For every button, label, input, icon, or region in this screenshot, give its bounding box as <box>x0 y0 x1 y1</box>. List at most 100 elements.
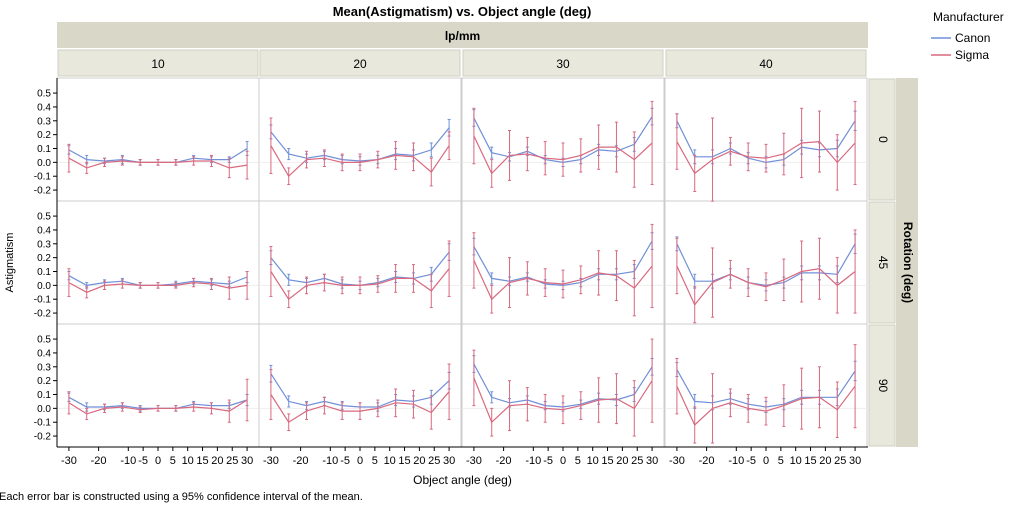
x-tick-label: 15 <box>804 455 816 467</box>
y-tick-label: -0.2 <box>34 186 52 197</box>
series-line-sigma <box>270 268 450 301</box>
x-tick-label: -5 <box>138 455 148 467</box>
y-tick-label: 0.2 <box>37 130 51 141</box>
panel-frame <box>56 77 260 202</box>
y-tick-label: 0.5 <box>37 335 51 346</box>
row-header <box>868 201 896 324</box>
x-tick-label: -10 <box>120 455 136 467</box>
y-tick-label: -0.2 <box>34 432 52 443</box>
x-tick-label: 0 <box>763 455 769 467</box>
y-tick-label: 0.0 <box>37 158 51 169</box>
x-tick-label: 5 <box>575 455 581 467</box>
row-header <box>868 324 896 447</box>
y-tick-label: 0.4 <box>37 102 51 113</box>
row-header <box>868 78 896 201</box>
y-tick-label: 0.3 <box>37 362 51 373</box>
row-header-label: 0 <box>876 136 890 143</box>
series-line-sigma <box>270 145 450 178</box>
x-tick-label: 0 <box>357 455 363 467</box>
y-tick-label: 0.1 <box>37 144 51 155</box>
column-header-label: 20 <box>353 57 367 71</box>
x-tick-label: -20 <box>699 455 715 467</box>
x-tick-label: -20 <box>496 455 512 467</box>
panel-frame <box>258 323 462 448</box>
y-tick-label: 0.1 <box>37 267 51 278</box>
footnote: Each error bar is constructed using a 95… <box>0 491 363 503</box>
panel-frame <box>56 323 260 448</box>
panel-frame <box>258 77 462 202</box>
y-tick-label: 0.2 <box>37 253 51 264</box>
legend-title: Manufacturer <box>933 10 1004 24</box>
x-tick-label: -10 <box>728 455 744 467</box>
column-header-label: 30 <box>556 57 570 71</box>
chart-title: Mean(Astigmatism) vs. Object angle (deg) <box>333 4 592 19</box>
x-tick-label: -30 <box>466 455 482 467</box>
x-tick-label: -30 <box>263 455 279 467</box>
y-tick-label: -0.1 <box>34 418 52 429</box>
panel-frame <box>461 323 665 448</box>
y-tick-label: -0.1 <box>34 172 52 183</box>
series-line-sigma <box>473 260 653 301</box>
panel-frame <box>258 200 462 325</box>
panel-frame <box>664 200 868 325</box>
x-tick-label: -5 <box>340 455 350 467</box>
y-tick-label: 0.2 <box>37 376 51 387</box>
column-header <box>259 49 461 77</box>
column-header-label: 40 <box>759 57 773 71</box>
x-tick-label: 0 <box>155 455 161 467</box>
row-header-label: 45 <box>876 256 890 270</box>
x-tick-label: 10 <box>384 455 396 467</box>
x-tick-label: 20 <box>616 455 628 467</box>
x-axis-label: Object angle (deg) <box>413 473 512 487</box>
y-axis-label: Astigmatism <box>4 233 16 293</box>
x-tick-label: 10 <box>790 455 802 467</box>
x-tick-label: 20 <box>413 455 425 467</box>
x-tick-label: -30 <box>669 455 685 467</box>
y-tick-label: -0.2 <box>34 309 52 320</box>
series-line-sigma <box>270 391 450 424</box>
column-group-header <box>57 22 868 48</box>
x-tick-label: -20 <box>91 455 107 467</box>
y-tick-label: 0.0 <box>37 281 51 292</box>
series-line-sigma <box>473 377 653 424</box>
x-tick-label: 25 <box>226 455 238 467</box>
x-tick-label: 15 <box>196 455 208 467</box>
x-tick-label: 5 <box>170 455 176 467</box>
row-group-header <box>896 78 918 447</box>
x-tick-label: 30 <box>443 455 455 467</box>
y-tick-label: 0.5 <box>37 89 51 100</box>
y-tick-label: 0.0 <box>37 404 51 415</box>
x-tick-label: -20 <box>293 455 309 467</box>
y-tick-label: 0.4 <box>37 348 51 359</box>
x-tick-label: 5 <box>778 455 784 467</box>
y-tick-label: 0.3 <box>37 116 51 127</box>
legend-label: Sigma <box>955 48 989 62</box>
panel-frame <box>664 77 868 202</box>
x-tick-label: 20 <box>211 455 223 467</box>
series-line-sigma <box>68 281 248 293</box>
panel-frame <box>461 77 665 202</box>
column-header <box>462 49 664 77</box>
x-tick-label: 25 <box>631 455 643 467</box>
x-tick-label: -30 <box>61 455 77 467</box>
y-tick-label: 0.4 <box>37 225 51 236</box>
row-group-label: Rotation (deg) <box>901 222 915 303</box>
x-tick-label: 15 <box>398 455 410 467</box>
x-tick-label: 20 <box>819 455 831 467</box>
series-line-sigma <box>676 140 856 175</box>
panel-frame <box>461 200 665 325</box>
x-tick-label: 25 <box>428 455 440 467</box>
x-tick-label: 10 <box>587 455 599 467</box>
row-header-label: 90 <box>876 379 890 393</box>
x-tick-label: 0 <box>560 455 566 467</box>
column-header <box>57 49 259 77</box>
y-tick-label: -0.1 <box>34 295 52 306</box>
y-tick-label: 0.1 <box>37 390 51 401</box>
x-tick-label: 25 <box>834 455 846 467</box>
y-tick-label: 0.3 <box>37 239 51 250</box>
y-tick-label: 0.5 <box>37 212 51 223</box>
legend-label: Canon <box>955 31 990 45</box>
panel-frame <box>664 323 868 448</box>
x-tick-label: 15 <box>601 455 613 467</box>
